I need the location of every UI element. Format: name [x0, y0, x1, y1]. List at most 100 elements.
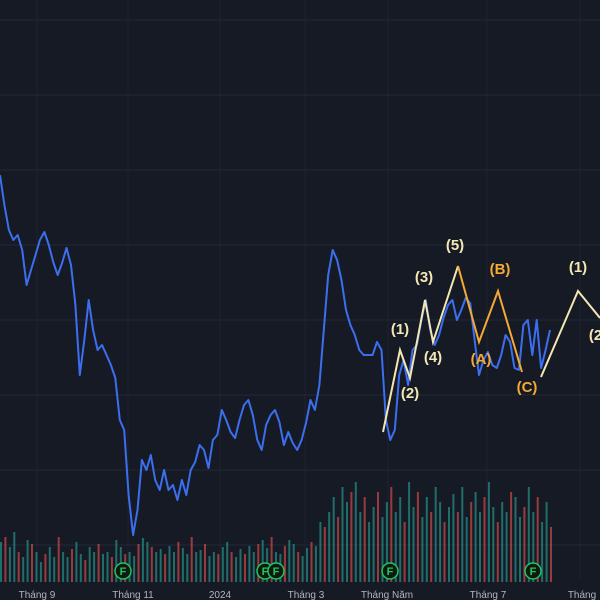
volume-bar	[443, 522, 446, 582]
volume-bar	[217, 554, 220, 582]
volume-bar	[0, 542, 2, 582]
volume-bar	[456, 512, 459, 582]
volume-bar	[177, 542, 180, 582]
volume-bar	[48, 547, 51, 582]
volume-bar	[137, 544, 140, 582]
volume-bar	[146, 542, 149, 582]
volume-bar	[363, 497, 366, 582]
price-series	[0, 174, 551, 536]
wave-label: (C)	[517, 379, 538, 396]
volume-bar	[13, 532, 16, 582]
volume-bar	[385, 502, 388, 582]
volume-bar	[501, 502, 504, 582]
volume-bar	[226, 542, 229, 582]
volume-bar	[306, 548, 308, 582]
volume-bar	[168, 546, 171, 582]
volume-bar	[310, 542, 313, 582]
volume-bar	[239, 549, 242, 582]
volume-bar	[346, 502, 348, 582]
volume-bar	[288, 540, 291, 582]
volume-bar	[204, 544, 206, 582]
volume-bar	[252, 552, 255, 582]
impulse-wave-line	[382, 265, 459, 433]
volume-bar	[470, 502, 473, 582]
volume-bar	[350, 492, 353, 582]
volume-bar	[412, 507, 415, 582]
new-impulse-wave-line	[540, 289, 600, 378]
volume-bar	[53, 557, 56, 582]
volume-bar	[186, 554, 189, 582]
event-marker-label: F	[262, 566, 269, 578]
time-axis: Tháng 9 Tháng 11 2024 Tháng 3 Tháng Năm Tháng…	[19, 590, 597, 600]
volume-bar	[461, 487, 464, 582]
volume-bar	[550, 527, 552, 582]
volume-bar	[97, 544, 100, 582]
wave-label: (B)	[490, 261, 511, 278]
volume-bar	[230, 552, 233, 582]
volume-bar	[319, 522, 322, 582]
volume-bar	[421, 517, 424, 582]
volume-bar	[465, 517, 468, 582]
volume-bar	[448, 507, 450, 582]
wave-label: (2)	[401, 385, 419, 402]
volume-bar	[328, 512, 331, 582]
volume-bar	[354, 482, 357, 582]
volume-bar	[434, 487, 437, 582]
event-marker-circle	[267, 562, 285, 580]
volume-bar	[372, 507, 375, 582]
event-marker-circle	[381, 562, 399, 580]
volume-bar	[57, 537, 60, 582]
volume-bar	[159, 549, 162, 582]
volume-bar	[71, 549, 73, 582]
volume-bar	[66, 557, 69, 582]
event-marker-label: F	[530, 566, 537, 578]
event-marker-circle	[524, 562, 542, 580]
volume-bar	[212, 552, 215, 582]
volume-bar	[408, 482, 411, 582]
volume-bar	[93, 552, 96, 582]
volume-bar	[283, 546, 286, 582]
volume-bar	[532, 512, 535, 582]
volume-bar	[270, 537, 273, 582]
volume-bar	[79, 554, 82, 582]
volume-bar	[381, 517, 384, 582]
volume-bar	[141, 538, 144, 582]
corrective-wave-line	[457, 265, 523, 373]
wave-label: (4)	[424, 349, 442, 366]
x-tick-label: 2024	[209, 590, 232, 600]
volume-bar	[510, 492, 513, 582]
volume-bar	[541, 522, 544, 582]
volume-bar	[26, 540, 29, 582]
volume-bar	[261, 540, 264, 582]
volume-bar	[8, 547, 11, 582]
volume-bar	[474, 492, 477, 582]
volume-bar	[430, 512, 433, 582]
volume-bar	[102, 554, 104, 582]
volume-bar	[208, 556, 211, 582]
volume-bar	[155, 552, 158, 582]
wave-label: (2)	[589, 327, 600, 344]
volume-bar	[425, 497, 428, 582]
volume-bar	[519, 517, 521, 582]
volume-bar	[514, 497, 517, 582]
volume-bar	[523, 507, 526, 582]
wave-label: (1)	[569, 259, 587, 276]
event-marker-label: F	[120, 566, 127, 578]
x-tick-label: Tháng	[568, 590, 596, 600]
volume-bar	[110, 557, 113, 582]
x-tick-label: Tháng Năm	[361, 590, 413, 600]
volume-bar	[257, 544, 260, 582]
volume-bar	[301, 556, 304, 582]
volume-bar	[390, 487, 393, 582]
x-tick-label: Tháng 3	[288, 590, 325, 600]
wave-label: (3)	[415, 269, 433, 286]
event-marker-label: F	[273, 566, 280, 578]
volume-bar	[483, 497, 486, 582]
volume-bar	[235, 557, 238, 582]
volume-bar	[439, 502, 442, 582]
volume-bar	[106, 552, 109, 582]
volume-bar	[150, 547, 153, 582]
volume-bar	[527, 487, 530, 582]
event-marker-circle	[114, 562, 132, 580]
